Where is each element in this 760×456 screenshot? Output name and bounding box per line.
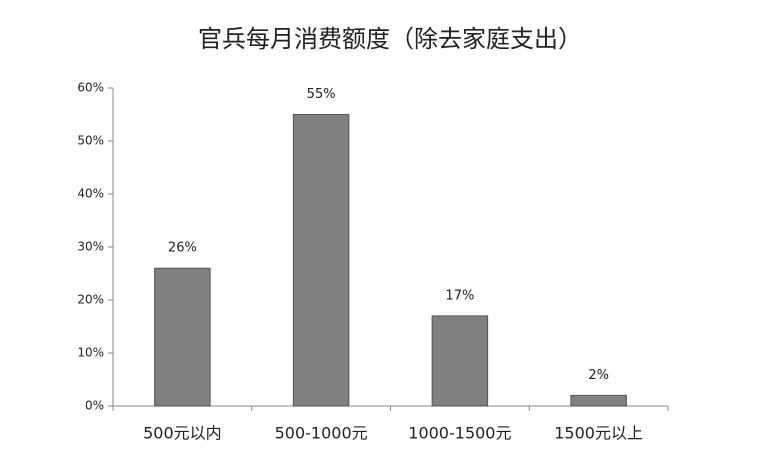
- bar: [570, 394, 627, 407]
- value-label: 17%: [445, 288, 474, 303]
- y-tick-label: 0%: [85, 399, 104, 413]
- value-label: 26%: [168, 241, 197, 256]
- chart-title: 官兵每月消费额度（除去家庭支出）: [198, 25, 582, 53]
- y-tick-label: 20%: [77, 293, 104, 307]
- bar: [431, 315, 489, 407]
- bar: [154, 267, 211, 407]
- y-tick-label: 60%: [77, 81, 104, 95]
- x-tick-label: 1000-1500元: [408, 424, 511, 443]
- bar: [292, 114, 350, 407]
- y-tick-label: 50%: [77, 134, 104, 148]
- x-tick-label: 500元以内: [143, 424, 222, 443]
- value-label: 55%: [307, 87, 336, 102]
- y-tick-label: 30%: [77, 240, 104, 254]
- value-label: 2%: [588, 368, 609, 383]
- x-tick-label: 500-1000元: [275, 424, 368, 443]
- x-tick-label: 1500元以上: [554, 424, 643, 443]
- y-tick-label: 40%: [77, 187, 104, 201]
- y-tick-label: 10%: [77, 346, 104, 360]
